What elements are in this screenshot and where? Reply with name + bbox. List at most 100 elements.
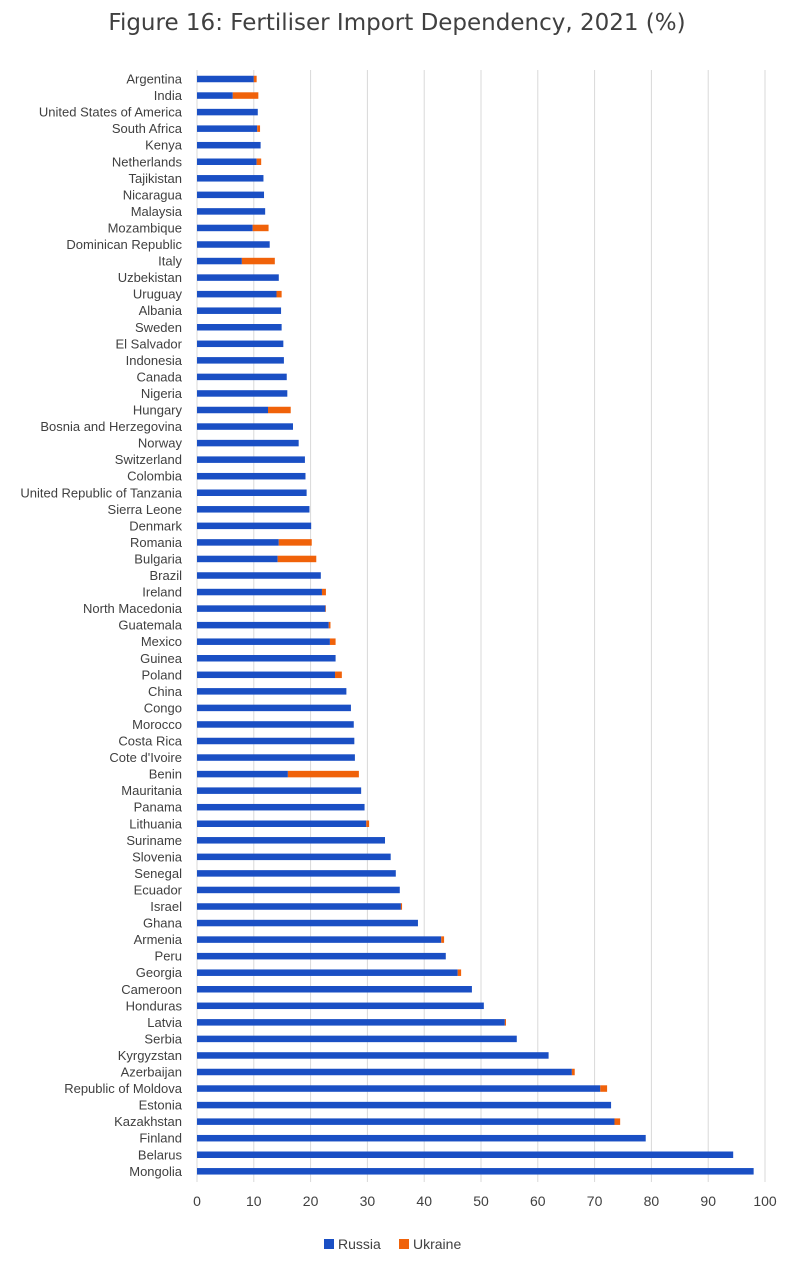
category-label: Finland [139,1131,182,1146]
x-tick-label: 60 [530,1193,546,1209]
bar-russia [197,969,458,976]
category-label: Poland [142,667,182,682]
bar-ukraine [257,125,261,132]
bar-russia [197,1118,615,1125]
category-label: Malaysia [131,204,183,219]
bar-russia [197,853,391,861]
bar-ukraine [614,1118,621,1125]
bar-russia [197,1134,646,1142]
category-label: Colombia [127,469,183,484]
bar-russia [197,108,258,116]
bar-russia [197,506,310,513]
bar-russia [197,158,257,165]
category-label: Congo [144,700,182,715]
category-label: Panama [134,800,183,815]
category-label: Sierra Leone [108,502,182,517]
bar-russia [197,903,401,910]
x-tick-label: 80 [644,1193,660,1209]
bar-russia [197,605,326,612]
bar-russia [197,522,312,530]
bar-russia [197,754,355,761]
x-axis-tick-labels: 0 10 20 30 40 50 60 70 80 90 100 [193,1193,777,1209]
bar-russia [197,191,265,199]
category-label: El Salvador [116,336,183,351]
category-label: Uruguay [133,287,183,302]
category-label: Suriname [126,833,182,848]
category-label: Guinea [140,651,183,666]
x-tick-label: 90 [700,1193,716,1209]
category-label: Kenya [145,138,183,153]
bar-russia [197,406,268,414]
category-label: Nigeria [141,386,183,401]
bar-russia [197,456,305,463]
bar-russia [197,489,307,496]
legend-swatch-ukraine [399,1239,409,1249]
bar-russia [197,373,287,381]
bar-ukraine [287,770,359,778]
category-label: South Africa [112,121,183,136]
category-label: Senegal [134,866,182,881]
bar-russia [197,737,355,745]
bar-russia [197,936,442,943]
bar-russia [197,621,329,629]
bar-russia [197,787,362,794]
category-label: Ireland [142,585,182,600]
category-label: Cote d'Ivoire [109,750,182,765]
bar-russia [197,704,351,712]
bar-russia [197,324,282,331]
bar-ukraine [232,92,259,99]
bar-russia [197,1035,517,1043]
bar-russia [197,1052,549,1059]
bar-ukraine [253,75,257,83]
bar-ukraine [278,539,312,546]
bar-ukraine [457,969,462,976]
chart-title: Figure 16: Fertiliser Import Dependency,… [108,10,686,36]
bar-russia [197,224,253,232]
bar-ukraine [441,936,445,943]
category-label: Guatemala [118,618,182,633]
category-label: Indonesia [126,353,183,368]
x-tick-label: 0 [193,1193,201,1209]
category-label: Albania [139,303,183,318]
category-label: Honduras [126,998,183,1013]
bar-russia [197,175,264,182]
category-label: Nicaragua [123,187,183,202]
category-label: United States of America [39,105,183,120]
category-label: Canada [136,369,182,384]
bar-russia [197,274,279,281]
category-label: Lithuania [129,816,183,831]
bar-russia [197,671,336,679]
category-label: Slovenia [132,849,183,864]
bars [197,75,754,1175]
bar-russia [197,423,293,430]
bar-ukraine [321,588,326,596]
category-label: Sweden [135,320,182,335]
bar-ukraine [256,158,262,165]
bar-russia [197,141,261,149]
category-label: Belarus [138,1147,183,1162]
bar-russia [197,92,233,99]
x-tick-label: 30 [360,1193,376,1209]
bar-russia [197,638,330,645]
category-label: Argentina [126,72,182,87]
category-label: Republic of Moldova [64,1081,183,1096]
category-label: Bulgaria [134,551,182,566]
bar-russia [197,357,284,364]
bar-russia [197,1085,601,1092]
category-label: Bosnia and Herzegovina [40,419,182,434]
bar-russia [197,539,279,546]
category-label: Romania [130,535,183,550]
bar-russia [197,1168,754,1175]
bar-russia [197,241,270,248]
legend-label-russia: Russia [338,1236,381,1252]
category-label: Morocco [132,717,182,732]
bar-ukraine [276,290,282,298]
bar-ukraine [571,1068,575,1076]
bar-russia [197,870,396,877]
category-label: Italy [158,254,182,269]
category-label: Ecuador [134,882,183,897]
category-label: Cameroon [121,982,182,997]
x-tick-label: 20 [303,1193,319,1209]
bar-russia [197,770,288,778]
